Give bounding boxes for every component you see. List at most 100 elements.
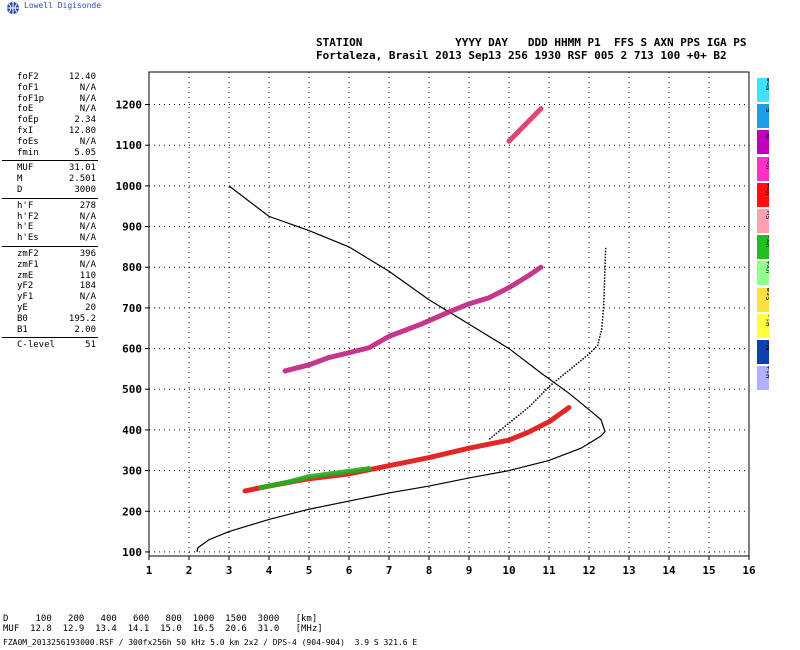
trace-dot (603, 277, 606, 279)
param-name: yF1 (17, 292, 34, 303)
param-value: N/A (79, 259, 96, 270)
param-value: N/A (79, 93, 96, 104)
trace-dot (551, 383, 553, 385)
trace-dot (497, 430, 500, 433)
param-name: fxI (17, 125, 34, 136)
param-value: N/A (79, 136, 96, 147)
logo-icon (7, 2, 19, 14)
y-tick-label: 500 (122, 383, 142, 396)
plot-frame (148, 71, 750, 557)
legend-label: Hi+ (765, 366, 769, 379)
param-row: h'F 278 (0, 201, 100, 212)
param-name: MUF (17, 163, 34, 174)
param-row: fxI 12.80 (0, 126, 100, 137)
x-tick-label: 10 (502, 564, 515, 577)
x-tick-label: 1 (146, 564, 153, 577)
trace-dot (584, 356, 587, 358)
trace-dot (597, 344, 599, 347)
trace-dot (549, 385, 551, 387)
trace-dot (601, 325, 603, 327)
param-row: zmE 110 (0, 271, 100, 282)
param-value: N/A (79, 222, 96, 233)
trace-dot (571, 367, 573, 369)
trace-dot (597, 341, 600, 344)
trace-dot (543, 391, 545, 393)
trace-dot (511, 419, 513, 422)
param-row: B0 195.2 (0, 314, 100, 325)
param-value: 5.05 (74, 147, 96, 158)
trace-dot (595, 346, 597, 349)
param-name: h'E (17, 222, 34, 233)
param-row: M 2.501 (0, 174, 100, 185)
param-row: foF1p N/A (0, 94, 100, 105)
trace-dot (599, 336, 601, 338)
param-row: foF2 12.40 (0, 72, 100, 83)
param-name: yE (17, 302, 28, 313)
trace-dot (575, 363, 578, 365)
trace-dot (535, 399, 537, 401)
param-row: fmin 5.05 (0, 148, 100, 159)
param-row: B1 2.00 (0, 325, 100, 336)
trace-dot (541, 393, 543, 395)
param-value: N/A (79, 82, 96, 93)
trace-dot (500, 429, 502, 431)
x-tick-label: 4 (266, 564, 273, 577)
y-tick-label: 700 (122, 302, 142, 315)
legend-swatch: E (757, 104, 769, 129)
trace-dot (531, 403, 533, 405)
trace-dot (566, 370, 569, 373)
legend-swatch: Vo+ (757, 182, 769, 207)
trace-dot (526, 407, 529, 409)
y-tick-label: 1100 (116, 139, 143, 152)
trace-dot (504, 425, 507, 427)
trace-dot (603, 283, 606, 285)
trace-dot (537, 397, 539, 399)
trace-dot (604, 274, 606, 276)
y-tick-label: 400 (122, 424, 142, 437)
trace-dot (569, 368, 571, 371)
legend-label: Vx- (765, 235, 769, 248)
param-name: foEp (17, 115, 39, 126)
trace-dot (560, 376, 562, 378)
trace-dot (589, 352, 591, 355)
x-tick-label: 3 (226, 564, 233, 577)
param-value: N/A (79, 211, 96, 222)
trace-dot (517, 414, 520, 417)
legend-label: Nne (765, 78, 769, 91)
param-name: foF1p (17, 93, 45, 104)
y-tick-label: 300 (122, 465, 142, 478)
x-tick-label: 14 (662, 564, 676, 577)
virtual-height-profile (196, 185, 606, 553)
trace-dot (603, 289, 605, 291)
param-name: zmE (17, 270, 34, 281)
param-name: zmF1 (17, 259, 39, 270)
param-value: 396 (79, 248, 96, 259)
trace-dot (493, 434, 495, 436)
echo-trace (282, 264, 544, 374)
trace-dot (603, 297, 605, 300)
y-tick-label: 600 (122, 343, 142, 356)
trace-dot (603, 294, 605, 297)
param-row: h'Es N/A (0, 233, 100, 244)
legend-label: Sw (765, 210, 769, 220)
param-value: N/A (79, 233, 96, 244)
param-value: 2.34 (74, 115, 96, 126)
param-value: 110 (79, 270, 96, 281)
legend-swatch: Nne (757, 78, 769, 102)
trace-dot (580, 359, 582, 362)
trace-dot (491, 436, 493, 438)
param-name: foF1 (17, 82, 39, 93)
param-value: 184 (79, 281, 96, 292)
param-value: N/A (79, 292, 96, 303)
trace-dot (602, 309, 604, 312)
trace-dot (601, 328, 603, 330)
trace-dot (603, 300, 605, 303)
trace-dot (603, 286, 606, 288)
legend-swatch: Sw (757, 208, 769, 233)
trace-dot (586, 354, 589, 356)
param-row: MUF 31.01 (0, 163, 100, 174)
param-row: foEp 2.34 (0, 115, 100, 126)
param-row: zmF2 396 (0, 249, 100, 260)
trace-dot (604, 265, 606, 267)
